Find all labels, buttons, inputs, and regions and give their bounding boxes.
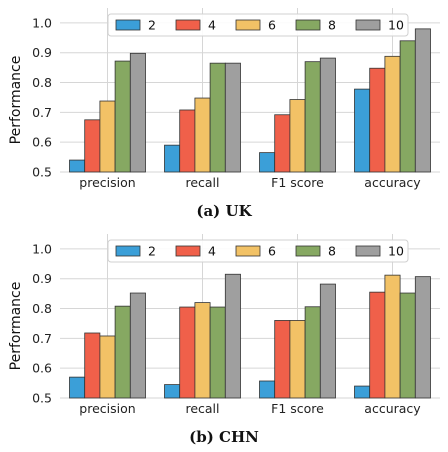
x-tick-label: precision <box>79 175 135 190</box>
legend-swatch-4 <box>175 245 201 257</box>
legend-label-2: 2 <box>148 244 156 259</box>
bar-8-recall <box>209 306 226 399</box>
y-tick-label: 0.6 <box>32 135 52 150</box>
bar-2-recall <box>164 384 181 399</box>
x-tick-label: precision <box>79 401 135 416</box>
bar-2-accuracy <box>354 88 371 173</box>
x-tick-label: F1 score <box>271 175 324 190</box>
legend-swatch-2 <box>115 19 141 31</box>
legend-swatch-8 <box>295 245 321 257</box>
bar-2-f1-score <box>259 380 276 399</box>
legend: 2 4 6 8 10 <box>107 239 409 263</box>
x-tick-label: recall <box>185 401 219 416</box>
bar-4-f1-score <box>274 114 291 173</box>
subfigure-caption: (a) UK <box>196 202 252 220</box>
bar-4-recall <box>179 109 196 173</box>
chart-panel-2: 0.5 0.6 0.7 0.8 0.9 1.0 precision recall F1 scor… <box>8 234 440 446</box>
bar-4-f1-score <box>274 320 291 399</box>
bar-8-f1-score <box>304 306 321 399</box>
legend-label-4: 4 <box>208 18 216 33</box>
y-tick-label: 0.5 <box>32 391 52 406</box>
chart-panel-1: 0.5 0.6 0.7 0.8 0.9 1.0 precision recall F1 scor… <box>8 8 440 220</box>
bar-4-accuracy <box>369 67 386 173</box>
y-tick-label: 1.0 <box>32 241 52 256</box>
legend-label-6: 6 <box>268 18 276 33</box>
y-tick-label: 0.8 <box>32 75 52 90</box>
y-axis-label: Performance <box>8 282 24 371</box>
y-tick-label: 0.5 <box>32 165 52 180</box>
legend-label-10: 10 <box>388 18 404 33</box>
legend-swatch-6 <box>235 245 261 257</box>
bar-2-accuracy <box>354 385 371 399</box>
bar-6-accuracy <box>384 274 401 399</box>
x-tick-label: recall <box>185 175 219 190</box>
bar-8-accuracy <box>399 292 416 399</box>
y-tick-label: 0.8 <box>32 301 52 316</box>
bar-6-precision <box>99 335 116 399</box>
x-tick-label: accuracy <box>364 401 421 416</box>
bar-8-precision <box>114 305 131 399</box>
legend-swatch-6 <box>235 19 261 31</box>
legend-label-2: 2 <box>148 18 156 33</box>
y-tick-label: 0.7 <box>32 331 52 346</box>
legend-swatch-4 <box>175 19 201 31</box>
bar-6-accuracy <box>384 55 401 173</box>
bar-6-f1-score <box>289 320 306 399</box>
bar-10-precision <box>129 52 146 173</box>
bar-10-recall <box>224 62 241 173</box>
x-tick-label: F1 score <box>271 401 324 416</box>
y-tick-label: 0.7 <box>32 105 52 120</box>
bar-10-precision <box>129 292 146 399</box>
bar-2-recall <box>164 144 181 173</box>
bar-10-accuracy <box>414 276 431 399</box>
legend-label-8: 8 <box>328 18 336 33</box>
bar-8-accuracy <box>399 40 416 173</box>
bar-10-recall <box>224 273 241 399</box>
y-axis-label: Performance <box>8 56 24 145</box>
y-tick-label: 1.0 <box>32 15 52 30</box>
bar-6-recall <box>194 97 211 173</box>
bar-10-accuracy <box>414 28 431 173</box>
legend-label-10: 10 <box>388 244 404 259</box>
legend-swatch-10 <box>355 19 381 31</box>
legend: 2 4 6 8 10 <box>107 13 409 37</box>
subfigure-caption: (b) CHN <box>189 428 259 446</box>
y-tick-label: 0.9 <box>32 271 52 286</box>
bar-2-f1-score <box>259 152 276 173</box>
bar-6-precision <box>99 100 116 173</box>
bar-8-f1-score <box>304 61 321 173</box>
y-tick-label: 0.6 <box>32 361 52 376</box>
bar-4-accuracy <box>369 291 386 399</box>
bar-8-recall <box>209 62 226 173</box>
bar-2-precision <box>69 159 86 173</box>
legend-label-4: 4 <box>208 244 216 259</box>
x-tick-label: accuracy <box>364 175 421 190</box>
bar-2-precision <box>69 376 86 399</box>
bar-10-f1-score <box>319 283 336 399</box>
bar-4-precision <box>84 332 101 399</box>
bar-6-f1-score <box>289 99 306 173</box>
bar-8-precision <box>114 60 131 173</box>
legend-swatch-8 <box>295 19 321 31</box>
legend-label-8: 8 <box>328 244 336 259</box>
legend-swatch-10 <box>355 245 381 257</box>
legend-label-6: 6 <box>268 244 276 259</box>
y-tick-label: 0.9 <box>32 45 52 60</box>
bar-4-precision <box>84 119 101 173</box>
legend-swatch-2 <box>115 245 141 257</box>
bar-4-recall <box>179 306 196 399</box>
bar-10-f1-score <box>319 57 336 173</box>
bar-6-recall <box>194 302 211 399</box>
